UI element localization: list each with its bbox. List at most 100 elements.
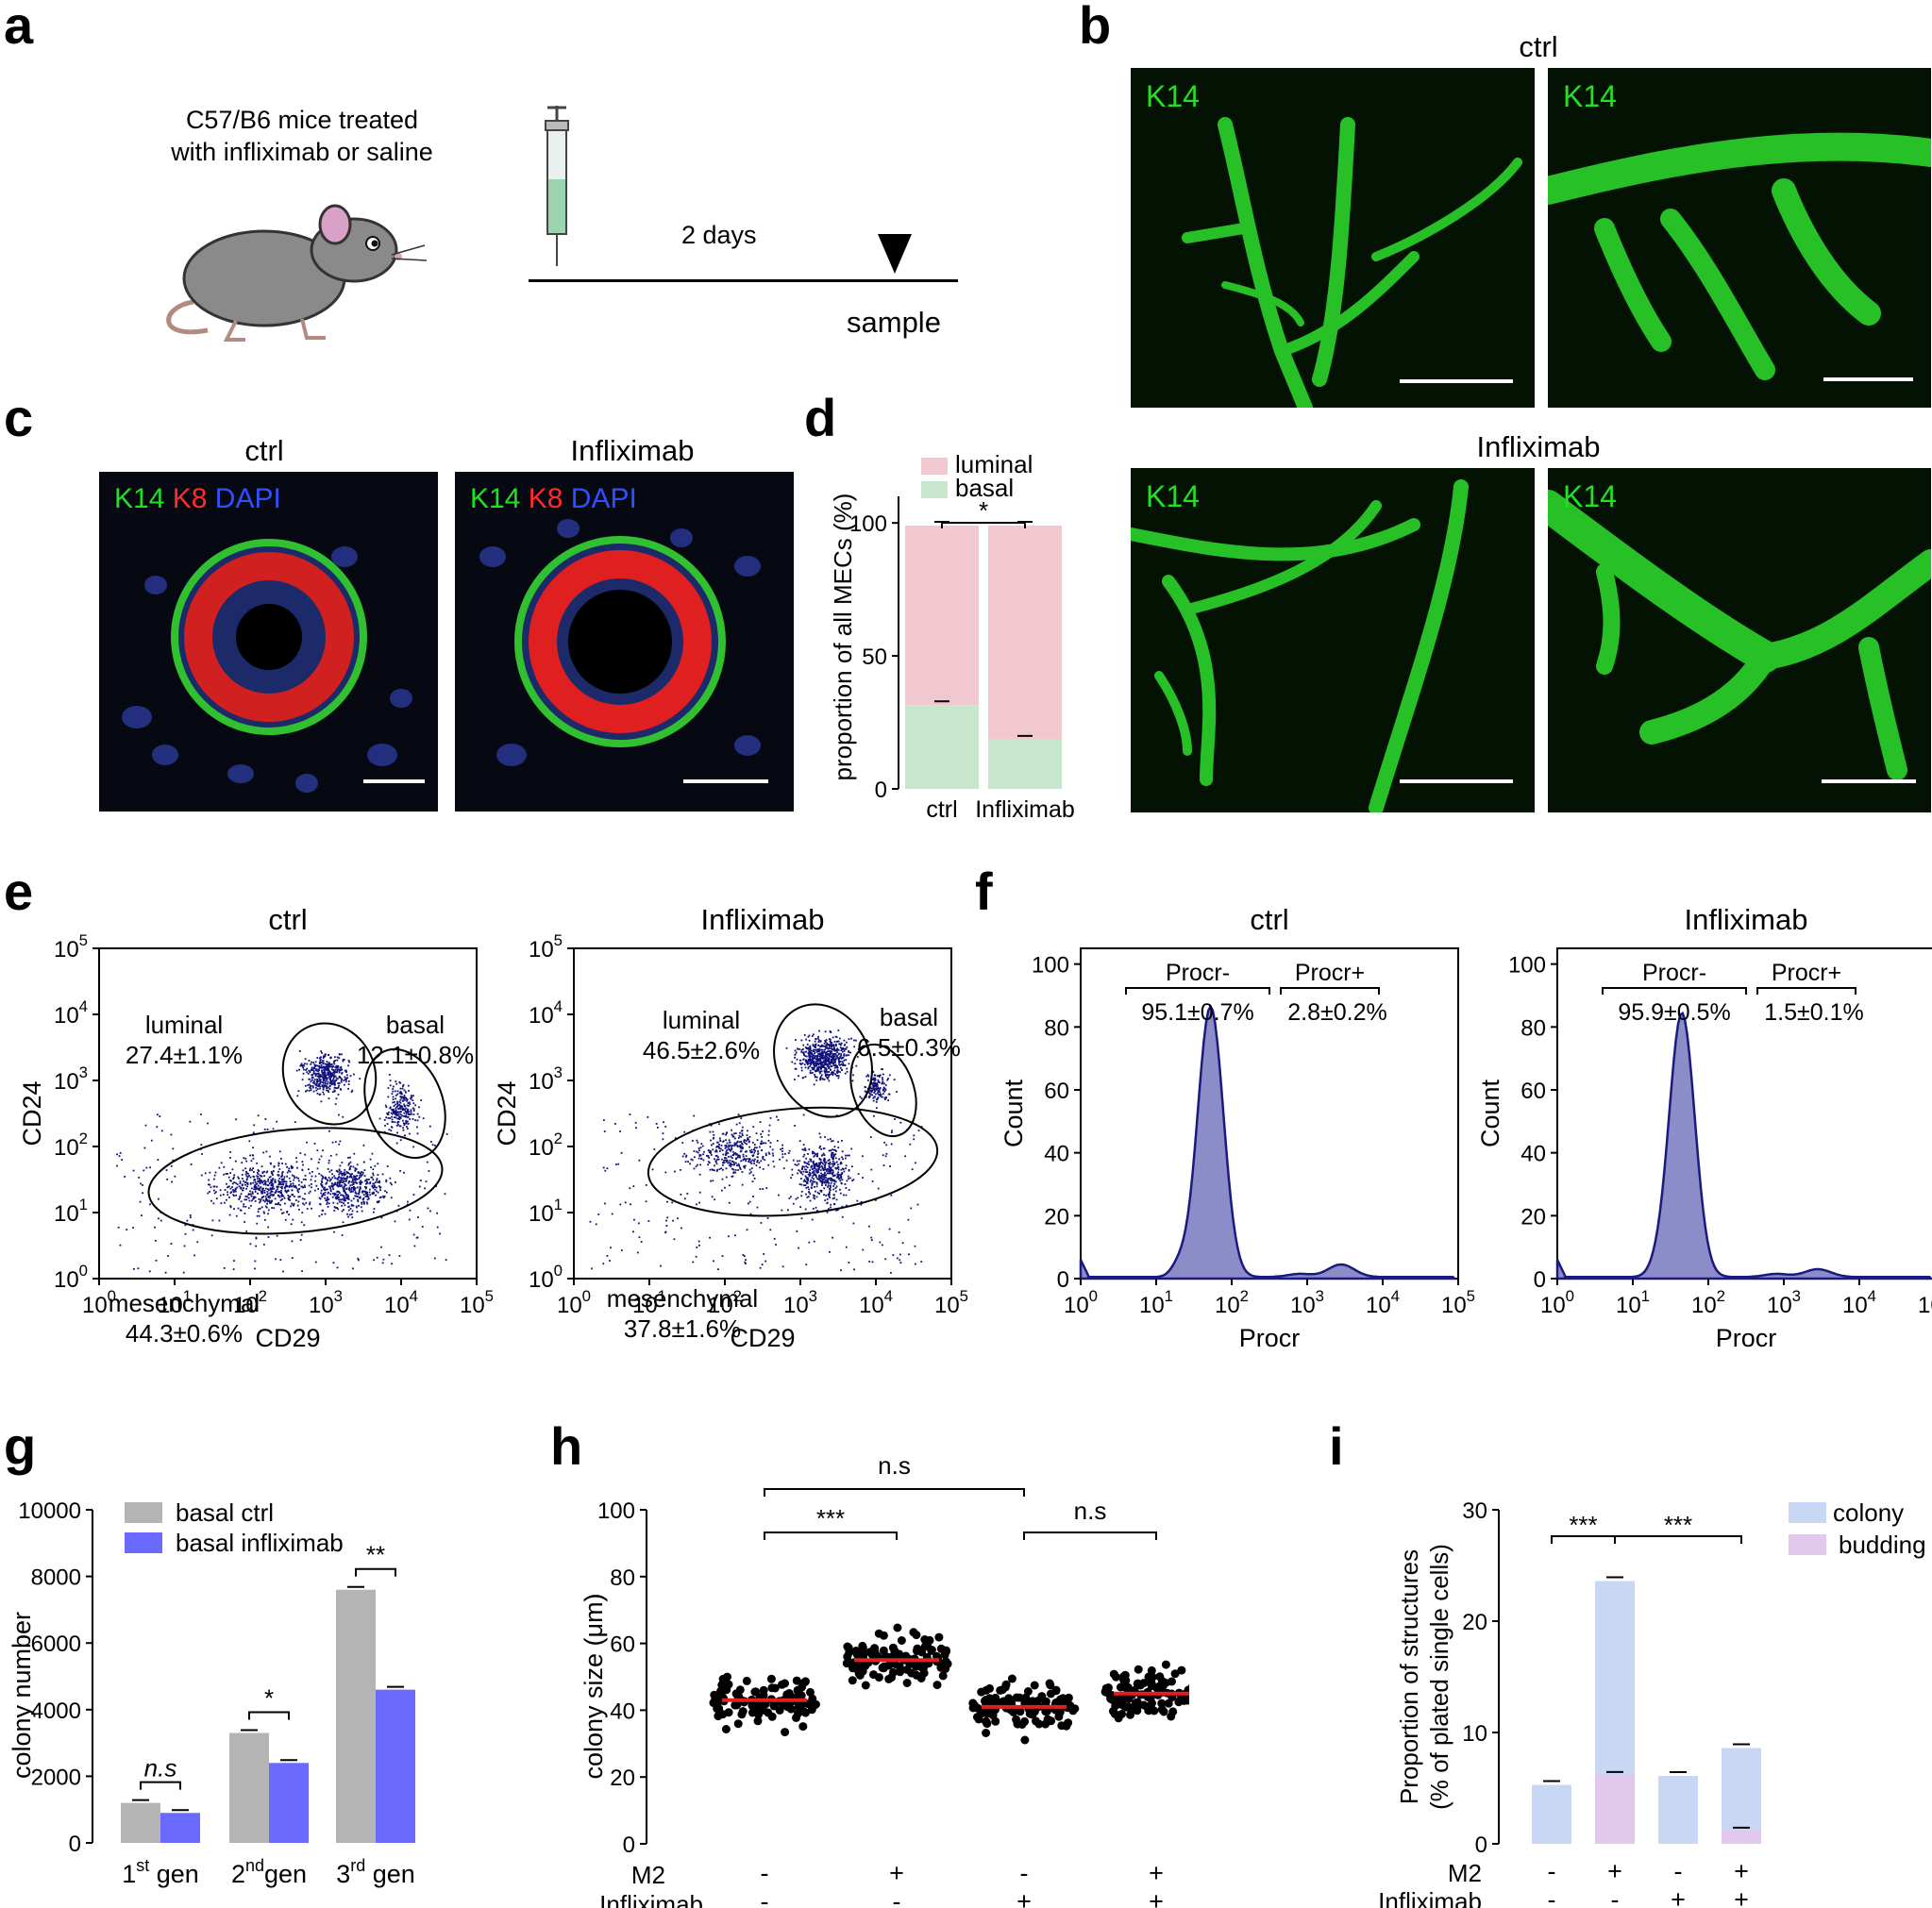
flow-event <box>827 1050 829 1053</box>
flow-event <box>331 1177 334 1179</box>
flow-event <box>215 1197 218 1200</box>
flow-event <box>311 1207 312 1210</box>
flow-event <box>154 1239 157 1242</box>
flow-event <box>816 1067 818 1069</box>
flow-event <box>396 1131 398 1134</box>
flow-event <box>302 1178 305 1180</box>
flow-event <box>764 1159 766 1162</box>
flow-event <box>837 1178 840 1180</box>
flow-event <box>814 1065 815 1068</box>
flow-event <box>742 1153 745 1156</box>
flow-event <box>624 1201 627 1204</box>
flow-event <box>388 1254 391 1257</box>
flow-event <box>229 1205 232 1207</box>
flow-event <box>841 1050 844 1053</box>
flow-event <box>674 1137 677 1139</box>
flow-event <box>371 1192 374 1195</box>
flow-event <box>725 1152 728 1155</box>
flow-event <box>232 1191 235 1193</box>
flow-event <box>277 1170 279 1173</box>
flow-event <box>830 1052 832 1055</box>
flow-event <box>829 1197 832 1199</box>
flow-event <box>268 1176 271 1179</box>
group-infliximab-label: - <box>761 1887 769 1908</box>
flow-event <box>751 1150 753 1153</box>
flow-event <box>167 1255 170 1257</box>
flow-event <box>798 1169 800 1172</box>
flow-event <box>269 1197 271 1199</box>
flow-event <box>840 1162 843 1164</box>
flow-event <box>341 1201 343 1204</box>
flow-event <box>820 1172 822 1175</box>
panel-label-f: f <box>975 862 993 921</box>
flow-event <box>825 1060 828 1063</box>
flow-event <box>813 1174 815 1176</box>
flow-event <box>832 1185 835 1187</box>
flow-event <box>876 1075 879 1078</box>
flow-event <box>836 1175 839 1178</box>
flow-event <box>857 1173 860 1176</box>
flow-event <box>412 1113 415 1115</box>
flow-event <box>160 1130 163 1132</box>
flow-event <box>422 1117 425 1120</box>
flow-event <box>184 1232 187 1235</box>
flow-event <box>807 1035 810 1038</box>
flow-event <box>264 1187 267 1190</box>
flow-event <box>713 1134 715 1136</box>
flow-event <box>815 1182 818 1185</box>
flow-event <box>262 1187 265 1190</box>
flow-event <box>209 1191 210 1193</box>
flow-event <box>362 1200 365 1203</box>
flow-event <box>293 1196 295 1197</box>
flow-event <box>245 1187 248 1190</box>
flow-event <box>832 1148 835 1151</box>
flow-event <box>816 1037 819 1040</box>
flow-event <box>870 1239 873 1242</box>
flow-event <box>808 1171 811 1174</box>
flow-event <box>828 1164 831 1167</box>
flow-event <box>821 1048 824 1051</box>
flow-event <box>818 1174 820 1177</box>
dot-group-4: ++ <box>1100 1660 1189 1908</box>
flow-event <box>802 1058 805 1061</box>
flow-event <box>751 1154 754 1157</box>
flow-event <box>809 1199 812 1202</box>
gate-value-pos: 2.8±0.2% <box>1287 999 1386 1026</box>
flow-event <box>321 1066 324 1068</box>
flow-event <box>831 1154 832 1156</box>
flow-event <box>788 1197 791 1199</box>
panel-a-caption-1: C57/B6 mice treated <box>185 106 419 134</box>
flow-event <box>347 1163 350 1166</box>
flow-event <box>393 1105 395 1107</box>
flow-event <box>839 1071 841 1073</box>
flow-event <box>794 1049 797 1052</box>
data-point <box>1185 1695 1189 1704</box>
flow-event <box>245 1230 248 1232</box>
flow-event <box>715 1154 718 1157</box>
significance-label: * <box>979 496 988 525</box>
flow-event <box>825 1177 827 1179</box>
flow-event <box>378 1197 381 1199</box>
flow-event <box>741 1146 744 1148</box>
flow-event <box>817 1048 820 1051</box>
flow-event <box>826 1076 829 1079</box>
flow-event <box>398 1125 401 1128</box>
flow-event <box>321 1071 324 1074</box>
flow-event <box>829 1179 832 1181</box>
flow-event <box>261 1192 264 1195</box>
flow-event <box>343 1177 345 1180</box>
flow-event <box>875 1082 878 1085</box>
flow-event <box>412 1233 415 1236</box>
flow-event <box>901 1242 904 1245</box>
flow-event <box>399 1096 402 1097</box>
flow-event <box>809 1058 812 1061</box>
flow-event <box>801 1047 804 1050</box>
flow-event <box>893 1079 896 1081</box>
flow-event <box>820 1177 823 1180</box>
flow-event <box>331 1066 334 1068</box>
flow-event <box>412 1110 415 1112</box>
flow-event <box>229 1206 232 1209</box>
flow-event <box>315 1069 317 1071</box>
flow-event <box>832 1152 834 1154</box>
